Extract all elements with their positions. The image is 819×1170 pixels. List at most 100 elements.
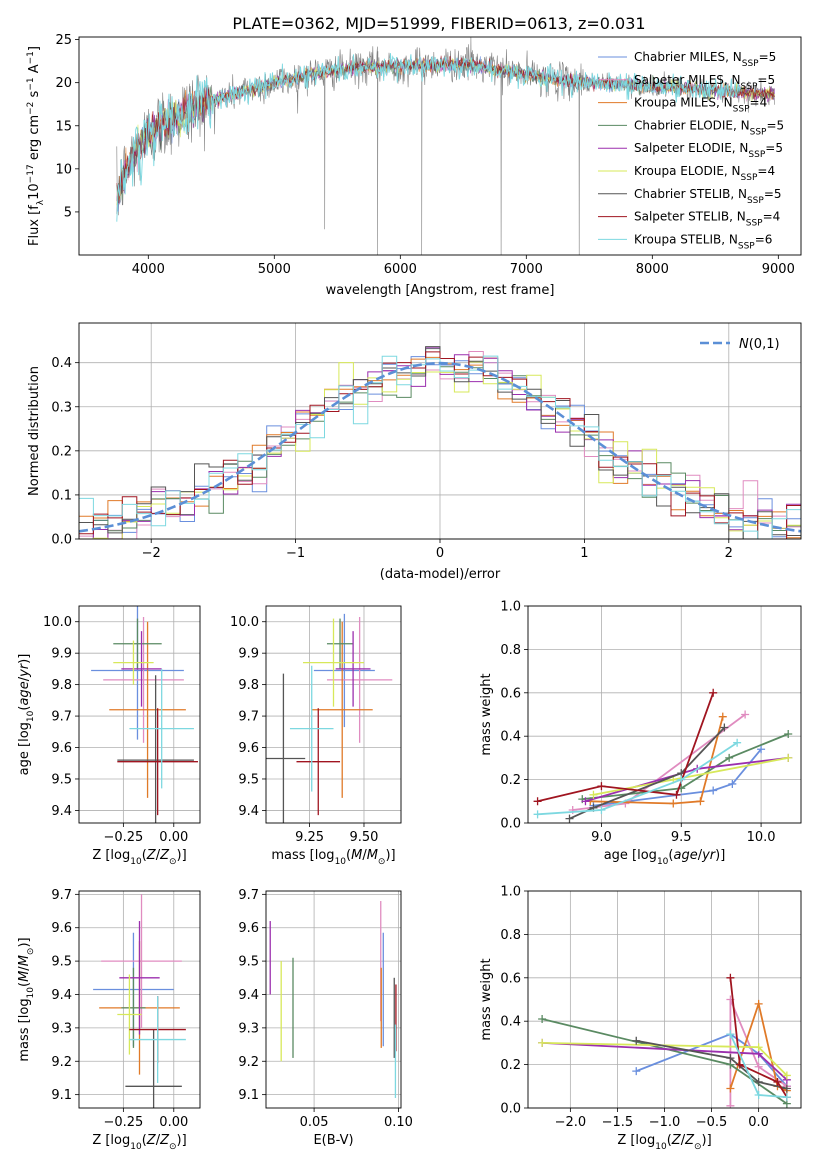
gaussian-curve [79, 361, 801, 533]
x-axis-label-part: 10 [657, 857, 669, 867]
weight-marker-kroupa-stelib [533, 810, 542, 819]
legend-entry-part: SSP [742, 59, 759, 69]
x-axis-label-part: )] [715, 848, 725, 863]
weight-marker-salpeter-miles [754, 1062, 763, 1071]
y-tick-label: 9.7 [51, 888, 72, 903]
weight-line-kroupa-stelib [537, 741, 738, 816]
x-axis-label: mass [log10(M/M⊙)] [271, 848, 395, 867]
legend-entry: Salpeter MILES, NSSP=5 [634, 73, 775, 92]
y-tick-label: 0.4 [500, 1015, 521, 1030]
y-axis-label-part: A [27, 64, 42, 77]
weight-marker-chabrier-stelib [565, 814, 574, 823]
weight-marker-kroupa-elodie [589, 790, 598, 799]
plot-area [533, 688, 793, 823]
x-tick-label: 5000 [258, 262, 291, 277]
spectrum-panel: 4000 5000 6000 7000 8000 9000 5 10 15 20 25 wavelen… [26, 33, 802, 298]
y-tick-label: 1.0 [500, 600, 521, 615]
y-axis-label-part: erg cm [27, 115, 42, 164]
plot-area [93, 894, 186, 1108]
age-vs-metallicity-panel: −0.25 0.009.49.59.69.79.89.910.0Z [log10(… [17, 605, 201, 867]
y-axis-label-part: −17 [26, 164, 36, 183]
x-axis-label: (data-model)/error [380, 567, 501, 582]
x-axis-label-part: a [673, 848, 681, 863]
weight-marker-chabrier-miles [709, 786, 718, 795]
weight-vs-metallicity-panel: −2.0 −1.5 −1.0 −0.5 0.0 0.0 0.2 0.4 0.6 0.8 1.0 Z [… [479, 885, 802, 1152]
y-axis-label-part: ⊙ [26, 948, 36, 956]
legend-entry: Salpeter STELIB, NSSP=4 [634, 210, 780, 229]
y-axis-label-part: 10 [27, 183, 42, 200]
y-tick-label: 0.3 [51, 400, 72, 415]
model-spectrum-salpeter-stelib [116, 55, 775, 204]
weight-line-chabrier-stelib [636, 1039, 788, 1090]
legend-gauss-label: N(0,1) [739, 337, 780, 352]
x-tick-label: −0.25 [103, 830, 143, 845]
y-axis-label-part: y [17, 669, 32, 678]
y-tick-label: 0.8 [500, 643, 521, 658]
legend-entry-part: =5 [765, 141, 783, 155]
x-axis-label-part: Z [159, 1133, 170, 1148]
plot-area [79, 346, 801, 539]
residual-histogram-panel: −2 −1 0 1 2 0.0 0.1 0.2 0.3 0.4 (data-model)/error… [27, 322, 802, 582]
y-tick-label: 0.0 [500, 817, 521, 832]
y-tick-label: 9.6 [51, 741, 72, 756]
weight-marker-kroupa-stelib [677, 775, 686, 784]
y-tick-label: 9.9 [238, 647, 259, 662]
y-axis-label: mass weight [479, 958, 494, 1040]
x-axis-label-part: e [690, 848, 698, 863]
legend-entry-part: =6 [755, 232, 773, 246]
legend-gauss-label-part: (0,1) [749, 337, 780, 352]
x-axis-label-part: age [log [604, 848, 657, 863]
x-tick-label: 9.25 [295, 830, 324, 845]
x-axis-label-part: ⊙ [378, 857, 386, 867]
y-tick-label: 0.1 [51, 488, 72, 503]
x-axis-label-part: M [351, 848, 362, 863]
x-tick-label: 9.0 [591, 830, 612, 845]
x-axis-label: Z [log10(Z/Z⊙)] [92, 848, 186, 867]
plot-area [116, 37, 775, 255]
weight-marker-kroupa-miles [696, 797, 705, 806]
y-tick-label: 10.0 [43, 615, 72, 630]
y-axis-label-part: )] [17, 654, 32, 664]
x-tick-label: 0.05 [300, 1115, 329, 1130]
mass-vs-ebv-panel: 0.05 0.10 9.1 9.2 9.3 9.4 9.5 9.6 9.7 E(B-V) [238, 888, 413, 1148]
y-tick-label: 1.0 [500, 885, 521, 900]
weight-marker-salpeter-stelib [597, 782, 606, 791]
x-axis-label-part: ( [668, 848, 673, 863]
weight-marker-salpeter-miles [726, 1101, 735, 1108]
x-axis-label-part: mass [log [271, 848, 334, 863]
x-axis-label-part: ( [142, 1133, 147, 1148]
y-axis-label-part: Flux [f [27, 205, 42, 246]
x-axis-label-part: / [698, 848, 703, 863]
y-axis-label-part: mass [log [17, 998, 32, 1061]
weight-marker-kroupa-elodie [538, 1038, 547, 1047]
legend-gauss-label-part: N [739, 337, 749, 352]
x-tick-label: 9.5 [671, 830, 692, 845]
x-axis-label-part: / [362, 848, 367, 863]
weight-marker-kroupa-miles [718, 712, 727, 721]
y-tick-label: 9.6 [238, 741, 259, 756]
axes-frame [265, 890, 402, 1109]
x-axis-label-part: )] [177, 1133, 187, 1148]
weight-line-salpeter-stelib [537, 692, 715, 803]
weight-marker-salpeter-miles [741, 710, 750, 719]
x-axis-label-part: Z [log [617, 1133, 655, 1148]
legend-entry-part: Chabrier ELODIE, N [634, 118, 750, 132]
y-axis-label-part: 10 [26, 987, 36, 999]
y-axis-label-part: g [17, 689, 32, 697]
y-tick-label: 9.7 [238, 710, 259, 725]
x-axis-label-part: 10 [130, 1142, 142, 1152]
y-tick-label: 0.6 [500, 686, 521, 701]
y-axis-label-part: s [27, 90, 42, 101]
legend-entry-part: SSP [750, 127, 767, 137]
plot-area [91, 606, 198, 823]
plot-area [266, 613, 393, 823]
weight-marker-kroupa-stelib [733, 738, 742, 747]
legend-entry: Salpeter ELODIE, NSSP=5 [634, 141, 783, 160]
y-tick-label: 9.5 [51, 955, 72, 970]
y-axis-label: Flux [fλ10−17 erg cm−2 s−1 A−1] [26, 46, 46, 246]
weight-marker-chabrier-elodie [538, 1015, 547, 1024]
y-tick-label: 10 [55, 162, 72, 177]
legend-entry-part: Chabrier STELIB, N [634, 187, 747, 201]
x-axis-label-part: g [681, 848, 689, 863]
legend-entry-part: SSP [748, 150, 765, 160]
